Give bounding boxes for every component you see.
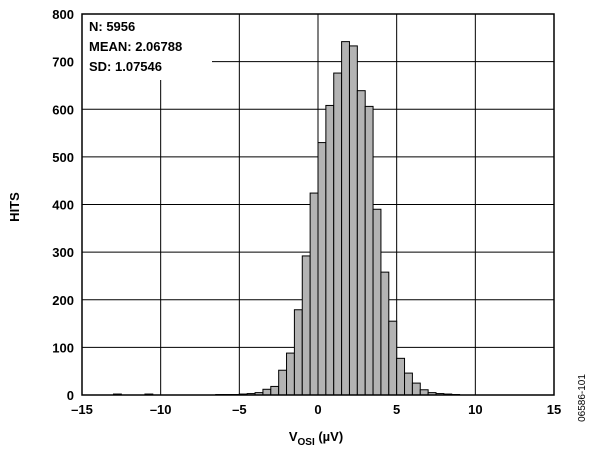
y-tick-label: 300: [52, 245, 74, 260]
x-axis-title-main: V: [289, 429, 298, 444]
histogram-bar: [356, 90, 366, 396]
histogram-bar: [270, 385, 280, 396]
x-axis-title-subscript: OSI: [298, 437, 315, 448]
histogram-bar: [419, 389, 429, 396]
histogram-bar: [301, 255, 311, 396]
histogram-bar: [309, 192, 319, 396]
y-tick-label: 0: [67, 388, 74, 403]
x-axis-title-unit: (µV): [315, 429, 343, 444]
plot-frame: [81, 13, 555, 396]
x-tick-label: –15: [71, 402, 93, 417]
stat-count: N: 5956: [89, 19, 135, 34]
histogram-bar: [372, 208, 382, 396]
histogram-bar: [364, 105, 374, 396]
x-tick-label: 10: [468, 402, 482, 417]
histogram-bar: [278, 369, 288, 396]
histogram-bar: [404, 372, 413, 396]
histogram-bar: [293, 309, 303, 396]
y-tick-label: 500: [52, 150, 74, 165]
y-tick-label: 200: [52, 293, 74, 308]
y-tick-label: 800: [52, 7, 74, 22]
histogram-bar: [286, 352, 295, 396]
x-tick-label: –5: [232, 402, 246, 417]
histogram-bars: [112, 41, 461, 396]
histogram-bar: [411, 382, 421, 396]
histogram-bar: [262, 388, 272, 396]
y-tick-label: 400: [52, 198, 74, 213]
x-tick-label: 0: [314, 402, 321, 417]
x-tick-label: 5: [393, 402, 400, 417]
y-axis-title: HITS: [7, 192, 22, 222]
histogram-bar: [396, 357, 406, 396]
x-tick-label: 15: [547, 402, 561, 417]
x-tick-labels: –15 –10 –5 0 5 10 15: [71, 402, 561, 417]
x-tick-label: –10: [150, 402, 172, 417]
stats-box: [83, 15, 211, 79]
figure-id: 06586-101: [577, 374, 588, 422]
y-tick-labels: 0 100 200 300 400 500 600 700 800: [52, 7, 74, 403]
stat-sd: SD: 1.07546: [89, 59, 162, 74]
histogram-bar: [380, 271, 390, 396]
y-tick-label: 600: [52, 102, 74, 117]
histogram-bar: [317, 142, 327, 396]
y-tick-label: 100: [52, 340, 74, 355]
histogram-bar: [348, 45, 358, 396]
stats-annotation: N: 5956 MEAN: 2.06788 SD: 1.07546: [89, 19, 182, 74]
histogram-bar: [341, 41, 350, 396]
histogram-bar: [333, 72, 343, 396]
histogram-bar: [325, 104, 335, 396]
y-tick-label: 700: [52, 55, 74, 70]
stat-mean: MEAN: 2.06788: [89, 39, 182, 54]
histogram-bar: [388, 320, 398, 396]
x-axis-title: VOSI (µV): [289, 429, 343, 448]
